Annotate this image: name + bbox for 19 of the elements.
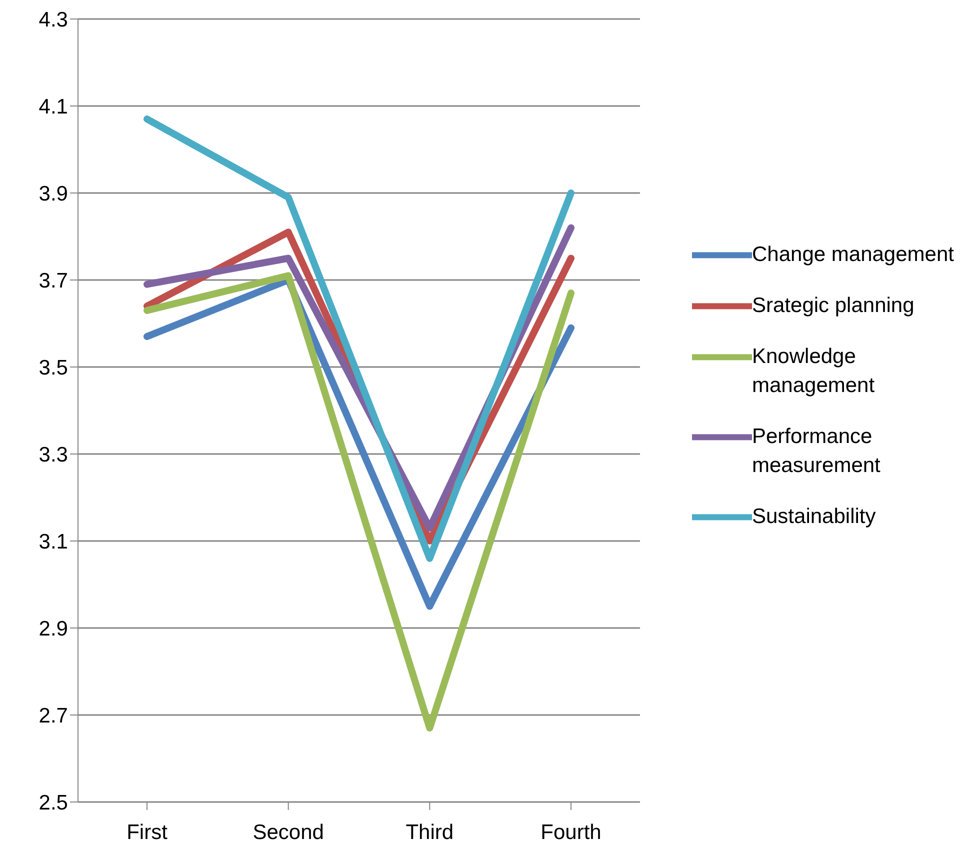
y-tick-label: 4.1 [38,95,68,118]
y-tick-label: 3.7 [38,269,68,292]
y-tick-label: 4.3 [38,8,68,32]
y-tick-label: 3.9 [38,182,68,206]
x-tick-label: Second [252,820,324,844]
legend-label: Performance measurement [752,424,882,480]
y-tick-label: 3.5 [38,356,68,380]
y-tick-label: 2.7 [38,704,68,728]
legend-label: Knowledge management [752,344,876,400]
x-tick-label: Third [406,820,454,844]
legend-label: Sustainability [752,504,877,530]
y-tick-label: 2.5 [38,791,68,814]
y-tick-label: 3.3 [38,443,68,466]
legend-label: Srategic planning [752,293,916,320]
x-tick-label: First [126,820,168,844]
legend-label: Change management [752,242,955,268]
y-tick-label: 3.1 [38,530,68,554]
x-tick-label: Fourth [540,820,602,844]
y-tick-label: 2.9 [38,617,68,640]
